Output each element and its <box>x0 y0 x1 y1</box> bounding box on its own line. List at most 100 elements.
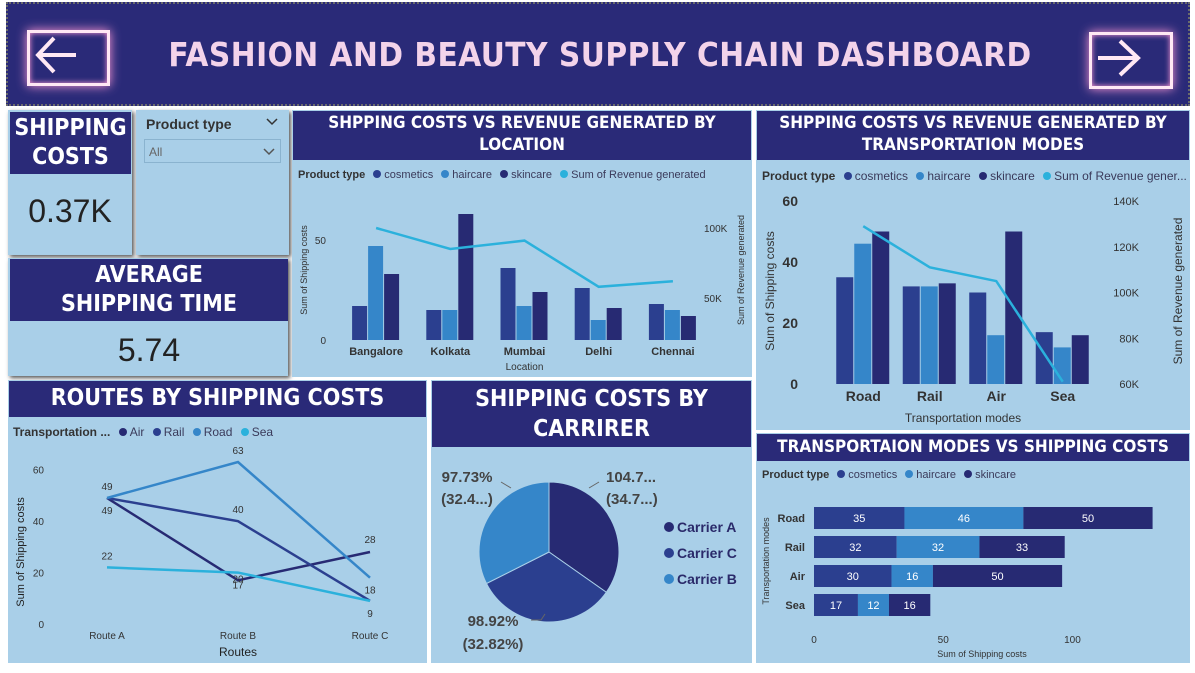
bar <box>384 274 400 340</box>
legend-item: Sum of Revenue gener... <box>1054 169 1187 183</box>
bar <box>368 246 384 340</box>
y-tick-label: 60 <box>33 466 45 477</box>
bar <box>836 277 854 384</box>
data-label: 16 <box>904 600 916 612</box>
modes-legend: Product type cosmetics haircare skincare <box>762 469 1016 481</box>
point-label: 20 <box>232 575 244 586</box>
slice-value-label: 98.92% <box>468 613 519 630</box>
y-tick-label: 40 <box>782 254 798 270</box>
bar <box>516 306 532 340</box>
stacked-bar-segment <box>814 594 858 616</box>
x-tick-label: Rail <box>917 388 943 404</box>
series-line <box>106 566 371 603</box>
shipping-costs-value: 0.37K <box>28 193 112 229</box>
y-tick-label: Rail <box>785 542 805 554</box>
location-legend: Product type cosmetics haircare skincare… <box>298 169 706 181</box>
data-label: 33 <box>1016 542 1028 554</box>
bar <box>872 231 890 384</box>
legend-item: skincare <box>975 469 1017 481</box>
data-label: 30 <box>847 571 859 583</box>
point-label: 63 <box>232 446 244 457</box>
y-tick-label: 0 <box>38 620 44 631</box>
product-type-filter-card <box>136 110 289 255</box>
back-button[interactable] <box>27 30 110 86</box>
modes-chart: 35 46 50 Road 32 32 33 Rail 30 16 50 Air 17 12 16 Sea 0 5… <box>761 507 1153 659</box>
legend-item: haircare <box>916 469 957 481</box>
x-axis-label: Routes <box>219 645 257 659</box>
routes-legend: Transportation ... Air Rail Road Sea <box>13 425 273 439</box>
x-tick-label: Route B <box>220 631 256 642</box>
stacked-bar-segment <box>814 565 892 587</box>
y-tick-label: Road <box>778 513 806 525</box>
slice-percent-label: (32.82%) <box>463 636 524 653</box>
bar <box>352 306 368 340</box>
stacked-bar-segment <box>979 536 1065 558</box>
stacked-bar-segment <box>1023 507 1153 529</box>
y2-axis-label: Sum of Revenue generated <box>1171 218 1185 365</box>
legend-item: Sea <box>251 425 274 439</box>
y2-tick-label: 60K <box>1119 379 1139 391</box>
leader-line <box>531 613 546 621</box>
x-tick-label: Route C <box>352 631 389 642</box>
legend-label: Carrier B <box>677 571 737 587</box>
bar <box>590 320 606 340</box>
stacked-bar-segment <box>932 565 1063 587</box>
point-label: 18 <box>364 586 376 597</box>
bar <box>574 288 590 340</box>
data-label: 16 <box>906 571 918 583</box>
slice-value-label: 97.73% <box>442 469 493 486</box>
next-button[interactable] <box>1089 32 1173 89</box>
legend-item: Road <box>203 425 233 439</box>
y-tick-label: 40 <box>33 517 45 528</box>
x-tick-label: Kolkata <box>430 346 471 358</box>
carrier-chart: 104.7... (34.7...) 98.92% (32.82%) 97.73% (32… <box>441 469 737 653</box>
point-label: 17 <box>232 580 244 591</box>
chevron-down-icon[interactable] <box>265 117 279 127</box>
y-tick-label: 0 <box>320 336 326 347</box>
modes-chart-title: TRANSPORTAION MODES VS SHIPPING COSTS <box>757 434 1189 461</box>
stacked-bar-segment <box>891 565 933 587</box>
y-axis-label: Sum of Shipping costs <box>299 225 309 315</box>
routes-legend-title: Transportation ... <box>13 425 111 439</box>
bar <box>680 316 696 340</box>
point-label: 49 <box>101 482 113 493</box>
x-tick-label: Road <box>846 388 881 404</box>
data-label: 32 <box>849 542 861 554</box>
y-tick-label: 60 <box>782 193 798 209</box>
data-label: 50 <box>991 571 1003 583</box>
point-label: 22 <box>101 551 113 562</box>
legend-item: Sum of Revenue generated <box>571 169 706 181</box>
location-chart: Bangalore Kolkata Mumbai Delhi Chennai 0 50 50K… <box>299 214 746 373</box>
y-axis-label: Sum of Shipping costs <box>15 497 27 607</box>
filter-label: Product type <box>146 116 232 132</box>
avg-shipping-time-title: AVERAGE SHIPPING TIME <box>10 259 288 321</box>
avg-shipping-time-value: 5.74 <box>117 332 181 368</box>
y-tick-label: 20 <box>782 315 798 331</box>
bar <box>606 308 622 340</box>
x-axis-label: Sum of Shipping costs <box>937 649 1027 659</box>
bar <box>1053 347 1071 384</box>
legend-item: haircare <box>927 169 971 183</box>
shipping-costs-title: SHIPPING COSTS <box>10 112 131 174</box>
legend-item: cosmetics <box>384 169 434 181</box>
bar <box>664 310 680 340</box>
pie-slice <box>485 551 607 623</box>
point-label: 28 <box>364 535 376 546</box>
carrier-chart-title: SHIPPING COSTS BY CARRIRER <box>432 381 751 447</box>
bar <box>920 286 938 384</box>
y2-tick-label: 100K <box>1113 288 1139 300</box>
y2-axis-label: Sum of Revenue generated <box>736 215 746 325</box>
product-type-dropdown[interactable]: All <box>144 139 281 163</box>
bar <box>648 304 664 340</box>
y2-tick-label: 50K <box>704 294 722 305</box>
legend-marker <box>664 522 674 532</box>
bar <box>426 310 442 340</box>
bar <box>938 283 956 384</box>
x-tick-label: 100 <box>1064 635 1081 646</box>
x-tick-label: Bangalore <box>349 346 403 358</box>
stacked-bar-segment <box>814 507 905 529</box>
bar <box>969 292 987 384</box>
pie-slice <box>478 481 550 585</box>
legend-item: haircare <box>452 169 493 181</box>
